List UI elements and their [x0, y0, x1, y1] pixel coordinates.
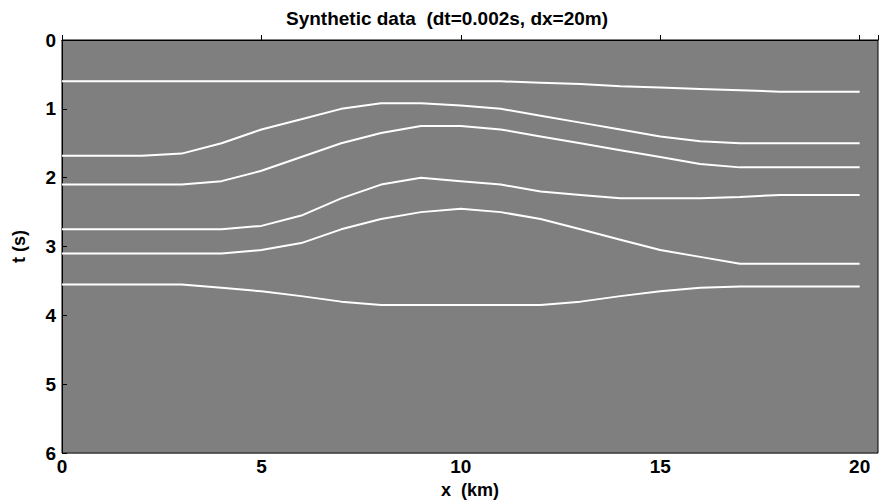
svg-text:6: 6	[45, 443, 56, 464]
svg-text:5: 5	[45, 374, 56, 395]
svg-text:5: 5	[256, 456, 267, 477]
svg-text:0: 0	[57, 456, 68, 477]
svg-text:Synthetic data (dt=0.002s, dx: Synthetic data (dt=0.002s, dx=20m)	[286, 8, 608, 29]
svg-text:20: 20	[849, 456, 870, 477]
svg-text:10: 10	[450, 456, 471, 477]
svg-text:x (km): x (km)	[441, 480, 499, 500]
svg-text:15: 15	[650, 456, 672, 477]
svg-text:2: 2	[45, 167, 56, 188]
svg-text:1: 1	[45, 98, 56, 119]
svg-text:0: 0	[45, 30, 56, 51]
svg-text:3: 3	[45, 236, 56, 257]
svg-text:4: 4	[45, 305, 56, 326]
svg-text:t (s): t (s)	[9, 230, 29, 263]
